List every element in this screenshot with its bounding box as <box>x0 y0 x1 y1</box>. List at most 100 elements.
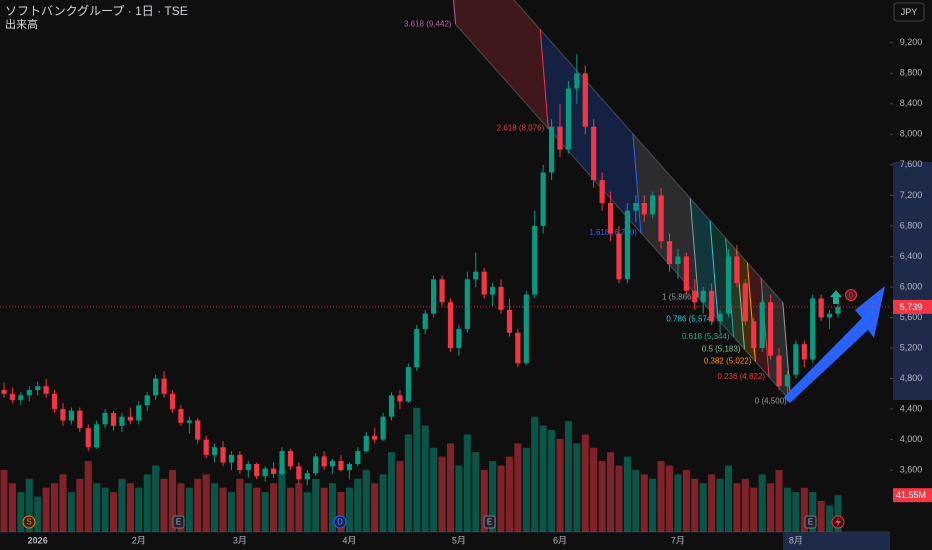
candle-body <box>540 172 546 226</box>
candle-body <box>607 203 614 234</box>
badge-label: D <box>848 292 853 299</box>
volume-bar <box>623 456 631 532</box>
fib-divider <box>689 198 699 298</box>
candle-body <box>768 302 774 356</box>
y-tick-label: 8,800 <box>900 68 923 78</box>
candle-body <box>784 374 791 387</box>
event-label[interactable]: E <box>487 518 492 527</box>
y-tick-label: 5,200 <box>900 342 923 352</box>
volume-bar <box>160 478 168 532</box>
y-tick-label: 4,000 <box>900 434 923 444</box>
volume-layer <box>0 407 842 532</box>
volume-bar <box>219 487 227 532</box>
volume-bar <box>615 465 623 532</box>
candle-body <box>60 409 66 421</box>
candle-body <box>346 464 352 471</box>
volume-bar <box>295 483 303 532</box>
fib-label: 0 (4,500) <box>755 397 787 406</box>
x-tick-label: 8月 <box>789 535 803 545</box>
volume-bar <box>17 492 25 532</box>
last-volume-box <box>893 488 932 503</box>
candle-body <box>565 88 572 150</box>
volume-bar <box>312 478 320 532</box>
candle-body <box>405 367 411 402</box>
candle-body <box>633 203 639 211</box>
fib-band <box>690 198 718 320</box>
event-icon[interactable] <box>333 515 347 529</box>
candle-body <box>709 290 715 322</box>
volume-bar <box>564 421 572 532</box>
candle-body <box>136 405 142 421</box>
x-tick-label: 4月 <box>342 535 356 545</box>
chart-title: ソフトバンクグループ · 1日 · TSE <box>5 4 188 18</box>
event-label[interactable]: E <box>176 518 181 527</box>
y-tick-label: 7,200 <box>900 190 923 200</box>
y-tick-label: 8,400 <box>900 98 923 108</box>
volume-bar <box>126 483 134 532</box>
volume-bar <box>227 492 235 532</box>
candle-body <box>742 283 748 322</box>
volume-bar <box>539 425 547 532</box>
candle-body <box>110 412 117 426</box>
volume-bar <box>463 434 471 532</box>
volume-bar <box>76 478 84 532</box>
event-label[interactable]: S <box>26 518 31 527</box>
currency-label[interactable]: JPY <box>901 7 918 17</box>
candle-body <box>1 389 7 394</box>
candle-body <box>94 424 100 448</box>
volume-title: 出来高 <box>5 17 38 31</box>
event-icon[interactable] <box>483 515 496 529</box>
candle-body <box>397 395 403 402</box>
volume-bar <box>438 456 446 532</box>
candle-body <box>759 302 765 349</box>
time-selection <box>783 532 890 550</box>
event-label[interactable]: D <box>337 518 343 527</box>
volume-bar <box>674 474 682 532</box>
candle-body <box>380 416 386 440</box>
y-tick-label: 3,600 <box>900 465 923 475</box>
split-glyph <box>835 517 841 527</box>
candle-body <box>456 328 462 349</box>
volume-bar <box>211 483 219 532</box>
fib-label: 3.618 (9,442) <box>404 19 452 28</box>
badge <box>845 289 857 301</box>
fib-edge <box>455 23 792 402</box>
volume-bar <box>826 505 834 532</box>
candle-body <box>161 378 167 394</box>
candle-body <box>372 435 378 440</box>
event-icon[interactable] <box>172 515 185 529</box>
y-tick-label: 7,600 <box>900 159 923 169</box>
candle-body <box>119 416 125 426</box>
volume-bar <box>84 461 92 532</box>
volume-bar <box>750 487 758 532</box>
candle-body <box>245 464 251 471</box>
candle-body <box>35 386 41 390</box>
event-label[interactable]: E <box>808 518 813 527</box>
volume-bar <box>329 483 337 532</box>
candle-body <box>624 210 630 280</box>
candle-body <box>254 464 260 477</box>
volume-bar <box>0 469 8 532</box>
volume-bar <box>573 443 581 532</box>
currency-button[interactable] <box>893 2 925 22</box>
volume-bar <box>379 474 387 532</box>
event-icon[interactable] <box>22 515 36 529</box>
candle-body <box>414 328 420 368</box>
volume-bar <box>758 474 766 532</box>
candle-body <box>591 126 597 181</box>
candle-body <box>725 256 732 314</box>
candle-body <box>388 395 395 417</box>
x-tick-label: 2026 <box>28 535 48 545</box>
volume-bar <box>194 478 202 532</box>
volume-bar <box>682 469 690 532</box>
candle-body <box>717 313 723 322</box>
candle-body <box>304 473 310 480</box>
event-icon[interactable] <box>804 515 817 529</box>
candle-body <box>262 468 268 477</box>
candle-body <box>203 439 209 455</box>
fib-divider <box>632 133 642 233</box>
volume-bar <box>741 478 749 532</box>
fib-label: 0.382 (5,022) <box>704 357 752 366</box>
candle-body <box>338 460 344 471</box>
